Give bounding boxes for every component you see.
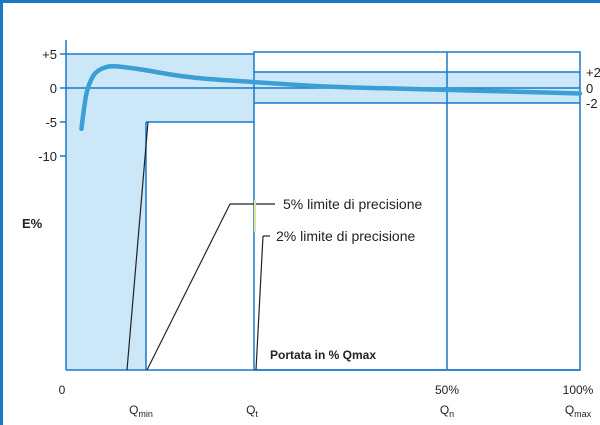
right-tick-label: 0 [586,81,593,96]
x-subscript-main: Q [440,403,449,417]
x-tick-label: 0 [59,383,66,397]
x-tick-label: 50% [435,383,459,397]
y-tick-label: +5 [42,47,57,62]
x-subscript-sub: t [255,409,258,419]
limit-2pct-label: 2% limite di precisione [276,228,415,244]
x-subscript-main: Q [129,403,138,417]
x-subscript-label: Qn [440,403,454,419]
x-subscript-label: Qmax [565,403,592,419]
x-subscript-sub: n [449,409,454,419]
x-subscript-sub: min [138,409,153,419]
x-axis-label: Portata in % Qmax [270,348,376,362]
limit-5pct-label: 5% limite di precisione [283,196,422,212]
error-curve-chart: +50-5-10+20-20 50% 100%Qmin Qt Qn Qmax E%Port… [22,40,600,419]
y-tick-label: 0 [50,81,57,96]
x-subscript-main: Q [565,403,574,417]
x-subscript-label: Qt [246,403,258,419]
limit-curve-left [126,121,149,371]
right-tick-label: -2 [586,96,598,111]
leader-5pct [146,203,231,371]
leader-2pct [255,235,264,371]
x-subscript-sub: max [574,409,592,419]
right-tick-label: +2 [586,65,600,80]
x-subscript-label: Qmin [129,403,153,419]
y-tick-label: -5 [45,115,57,130]
x-subscript-main: Q [246,403,255,417]
y-axis-label: E% [22,216,43,231]
limit-area-5pct [66,54,254,370]
error-curve [79,63,583,132]
x-tick-label: 100% [563,383,594,397]
y-tick-label: -10 [38,149,57,164]
